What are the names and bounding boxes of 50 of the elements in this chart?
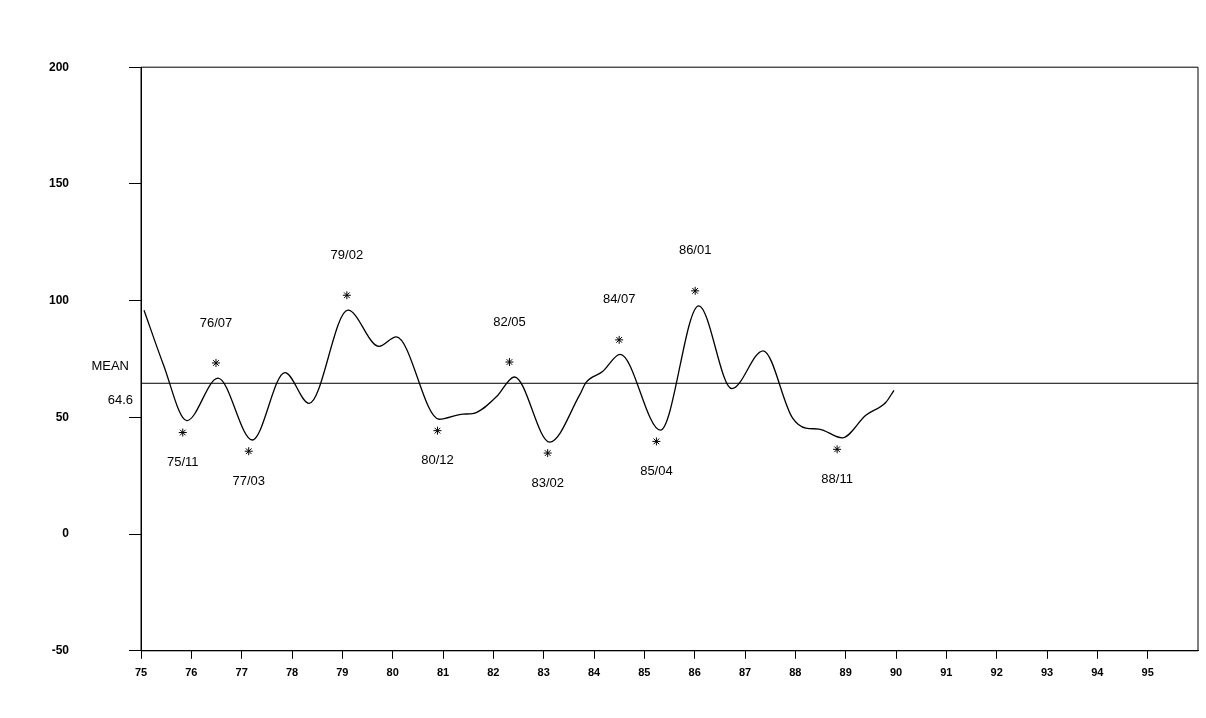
x-tick-label: 82	[487, 666, 500, 679]
x-tick-label: 76	[185, 666, 198, 679]
x-tick-label: 78	[285, 666, 299, 679]
annotation: 77/03	[232, 472, 265, 488]
x-tick-label: 95	[1141, 666, 1154, 679]
x-tick-label: 81	[436, 666, 450, 679]
x-tick-label: 84	[587, 666, 601, 679]
y-tick-label: 150	[48, 176, 70, 191]
y-tick-label: 50	[55, 409, 70, 424]
annotation: 79/02	[330, 246, 364, 262]
annotation: 84/07	[602, 291, 636, 307]
annotation: 82/05	[493, 313, 526, 329]
point	[178, 428, 188, 438]
x-tick-label: 83	[537, 666, 550, 679]
annotation: 80/12	[421, 452, 454, 468]
y-tick-label: -50	[51, 643, 70, 658]
x-tick-label: 92	[990, 666, 1003, 679]
point	[244, 446, 254, 456]
annotation: 88/11	[821, 470, 853, 486]
annotation: 83/02	[531, 474, 564, 490]
text: MEAN 64.6	[91, 357, 133, 407]
annotation: 86/01	[678, 242, 712, 258]
x-tick-label: 94	[1091, 666, 1105, 679]
x-tick-label: 75	[134, 666, 148, 679]
point	[504, 357, 514, 367]
x-tick-label: 80	[386, 666, 399, 679]
point	[651, 436, 661, 446]
point	[211, 358, 221, 368]
x-tick-label: 90	[889, 666, 903, 679]
x-tick-label: 87	[738, 666, 752, 679]
x-tick-label: 89	[839, 666, 852, 679]
x-tick-label: 77	[235, 666, 248, 679]
point	[342, 290, 352, 300]
y-tick-label: 0	[62, 526, 70, 541]
point	[543, 448, 553, 458]
x-tick-label: 91	[940, 666, 953, 679]
point	[614, 335, 624, 345]
x-tick-label: 85	[638, 666, 651, 679]
y-tick-label: 200	[48, 59, 70, 74]
annotation: 76/07	[199, 314, 233, 330]
y-tick-label: 100	[48, 292, 70, 307]
x-tick-label: 79	[336, 666, 349, 679]
x-tick-label: 86	[688, 666, 701, 679]
point	[432, 426, 442, 436]
annotation: 75/11	[166, 454, 199, 470]
annotation: 85/04	[640, 462, 673, 478]
x-tick-label: 88	[789, 666, 802, 679]
x-tick-label: 93	[1040, 666, 1054, 679]
point	[832, 444, 842, 454]
point	[690, 286, 700, 296]
